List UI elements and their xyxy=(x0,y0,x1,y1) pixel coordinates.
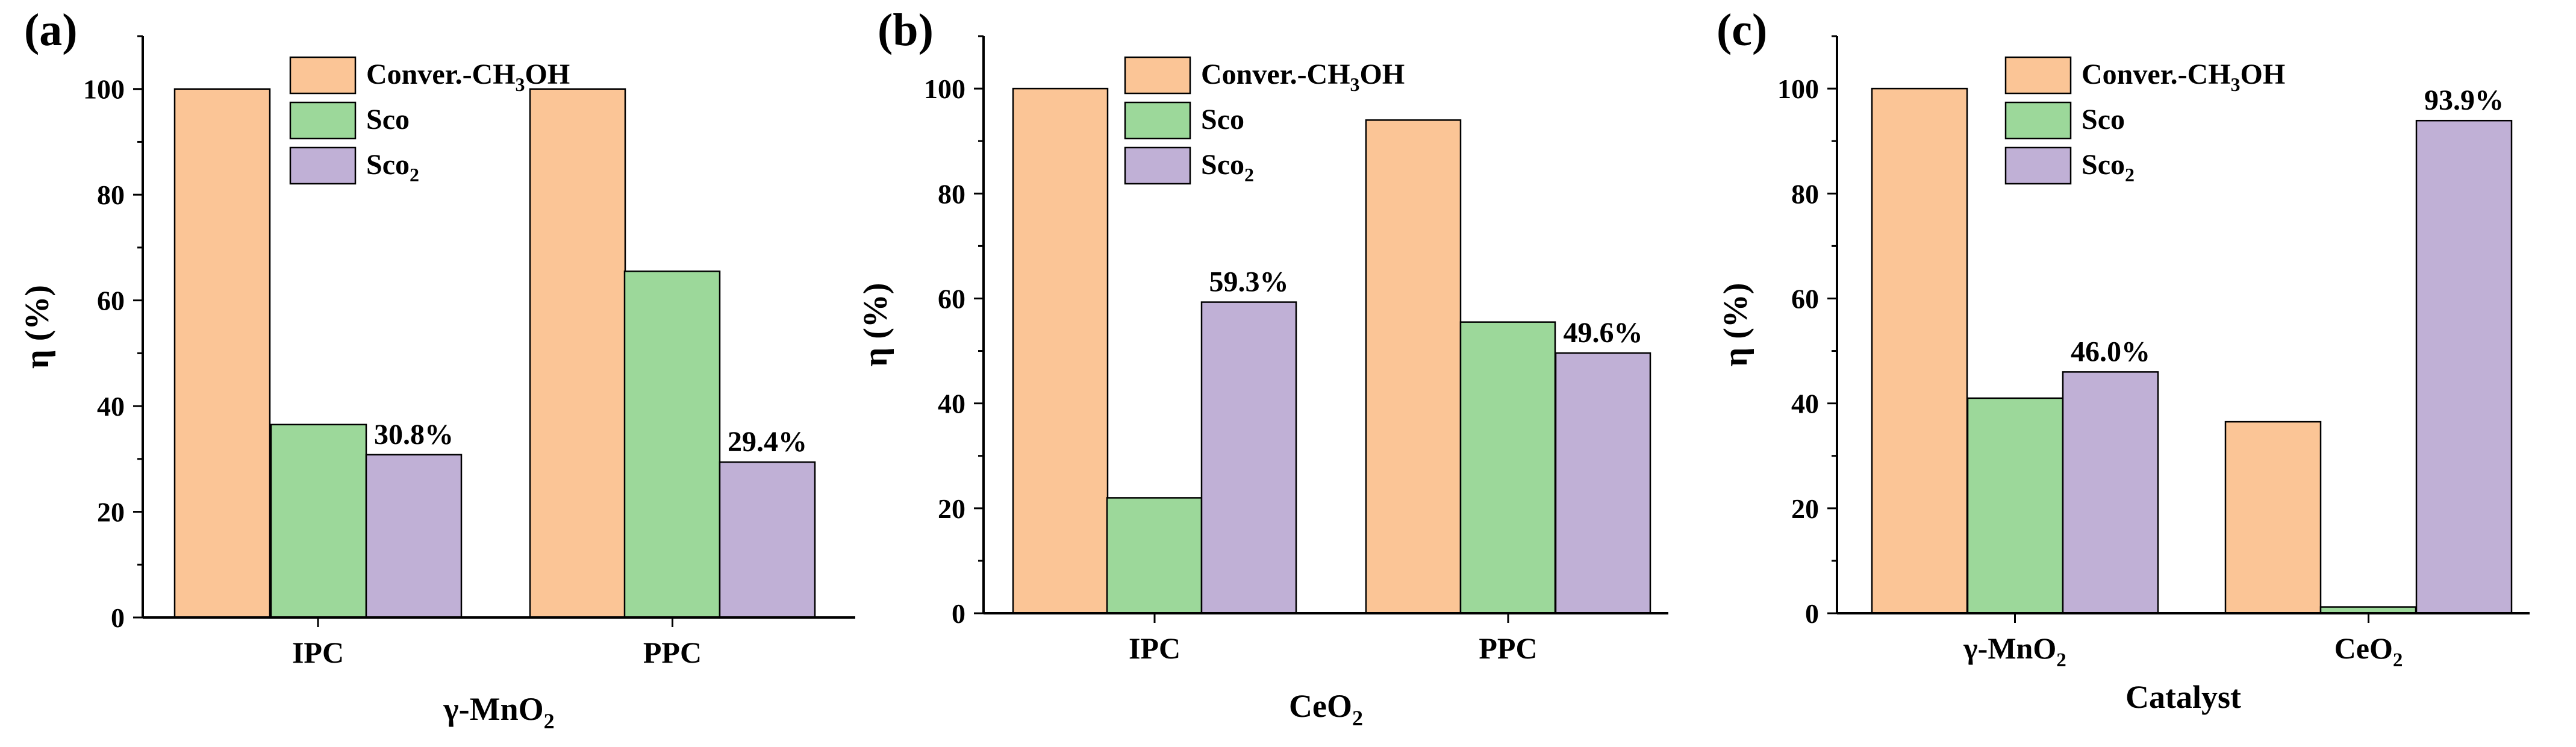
y-tick-label: 80 xyxy=(1791,178,1819,209)
y-tick-label: 0 xyxy=(1805,598,1819,629)
legend-swatch xyxy=(289,146,357,185)
legend-swatch xyxy=(289,101,357,140)
bar-sco2-2 xyxy=(1555,352,1651,614)
y-tick-label: 80 xyxy=(97,180,125,210)
data-label: 59.3% xyxy=(1209,266,1289,298)
legend-label: Sco2 xyxy=(1201,149,1254,186)
bar-conver-ch3oh-1 xyxy=(1871,87,1968,614)
chart-panel-2: 0 20 40 60 80 100 IPC PPC CeO2 η (%) (b) Conver.-CH… xyxy=(857,5,1668,730)
bar-sco2-1 xyxy=(365,454,463,619)
x-tick-label: PPC xyxy=(1479,631,1537,665)
bar-sco-2 xyxy=(1459,321,1556,614)
bar-sco-1 xyxy=(1106,497,1203,614)
legend-swatch xyxy=(1124,146,1191,185)
y-tick-label: 100 xyxy=(83,74,125,105)
legend: Conver.-CH3OH Sco Sco2 xyxy=(2004,56,2285,186)
x-axis-title: Catalyst xyxy=(2125,679,2241,715)
legend-swatch xyxy=(1124,56,1191,95)
y-tick-label: 40 xyxy=(1791,389,1819,419)
legend-swatch xyxy=(2004,101,2072,140)
legend-swatch xyxy=(2004,146,2072,185)
data-label: 29.4% xyxy=(728,426,807,458)
data-label: 30.8% xyxy=(374,419,454,451)
y-tick-label: 60 xyxy=(938,283,965,314)
legend: Conver.-CH3OH Sco Sco2 xyxy=(289,56,570,186)
x-tick-label: CeO2 xyxy=(2334,631,2403,671)
bar-conver-ch3oh-2 xyxy=(529,88,626,619)
y-tick-label: 60 xyxy=(97,286,125,316)
y-axis-title: η (%) xyxy=(857,283,894,366)
bar-sco2-1 xyxy=(2062,371,2159,614)
bar-conver-ch3oh-1 xyxy=(1012,87,1109,614)
x-axis-title: γ-MnO2 xyxy=(443,691,554,733)
x-tick-label: IPC xyxy=(292,636,344,669)
bar-sco2-2 xyxy=(2415,119,2513,614)
y-tick-label: 100 xyxy=(924,73,965,104)
legend-swatch xyxy=(289,56,357,95)
bar-sco-1 xyxy=(270,424,367,619)
y-axis-title: η (%) xyxy=(19,285,56,369)
y-tick-label: 40 xyxy=(938,389,965,419)
bar-sco2-1 xyxy=(1200,301,1297,614)
legend-label: Conver.-CH3OH xyxy=(1201,58,1405,95)
panel-label: (c) xyxy=(1717,5,1767,55)
chart-panel-3: 0 20 40 60 80 100 γ-MnO2 CeO2 Catalyst η (%) (c) Co… xyxy=(1717,5,2530,715)
y-tick-label: 0 xyxy=(952,598,965,629)
legend-label: Sco xyxy=(1201,104,1244,136)
bar-conver-ch3oh-2 xyxy=(1365,119,1462,614)
legend-label: Sco xyxy=(2082,104,2125,136)
y-tick-label: 0 xyxy=(111,602,125,633)
x-tick-label: PPC xyxy=(643,636,702,669)
y-tick-label: 40 xyxy=(97,391,125,422)
y-axis-title: η (%) xyxy=(1717,283,1754,366)
legend-label: Sco2 xyxy=(366,149,419,186)
y-tick-label: 100 xyxy=(1777,73,1819,104)
data-label: 93.9% xyxy=(2424,84,2504,116)
bar-sco-1 xyxy=(1966,397,2064,614)
legend-label: Sco2 xyxy=(2082,149,2135,186)
y-tick-label: 80 xyxy=(938,178,965,209)
bar-sco2-2 xyxy=(719,461,816,619)
panel-label: (a) xyxy=(24,5,78,55)
x-axis-title: CeO2 xyxy=(1289,688,1363,730)
legend-label: Conver.-CH3OH xyxy=(2082,58,2285,95)
data-label: 49.6% xyxy=(1564,317,1643,349)
bar-conver-ch3oh-1 xyxy=(173,88,271,619)
chart-panel-1: 0 20 40 60 80 100 IPC PPC γ-MnO2 η (%) (a) Conver.-… xyxy=(19,5,855,733)
panel-label: (b) xyxy=(878,5,934,55)
legend: Conver.-CH3OH Sco Sco2 xyxy=(1124,56,1405,186)
y-tick-label: 20 xyxy=(97,497,125,528)
x-tick-label: γ-MnO2 xyxy=(1963,631,2066,671)
legend-swatch xyxy=(2004,56,2072,95)
x-tick-label: IPC xyxy=(1129,631,1180,665)
legend-swatch xyxy=(1124,101,1191,140)
y-tick-label: 60 xyxy=(1791,283,1819,314)
y-tick-label: 20 xyxy=(938,493,965,524)
bar-sco-2 xyxy=(623,270,721,619)
data-label: 46.0% xyxy=(2071,336,2150,367)
legend-label: Sco xyxy=(366,104,410,136)
bar-conver-ch3oh-2 xyxy=(2224,420,2322,614)
legend-label: Conver.-CH3OH xyxy=(366,58,570,95)
y-tick-label: 20 xyxy=(1791,493,1819,524)
